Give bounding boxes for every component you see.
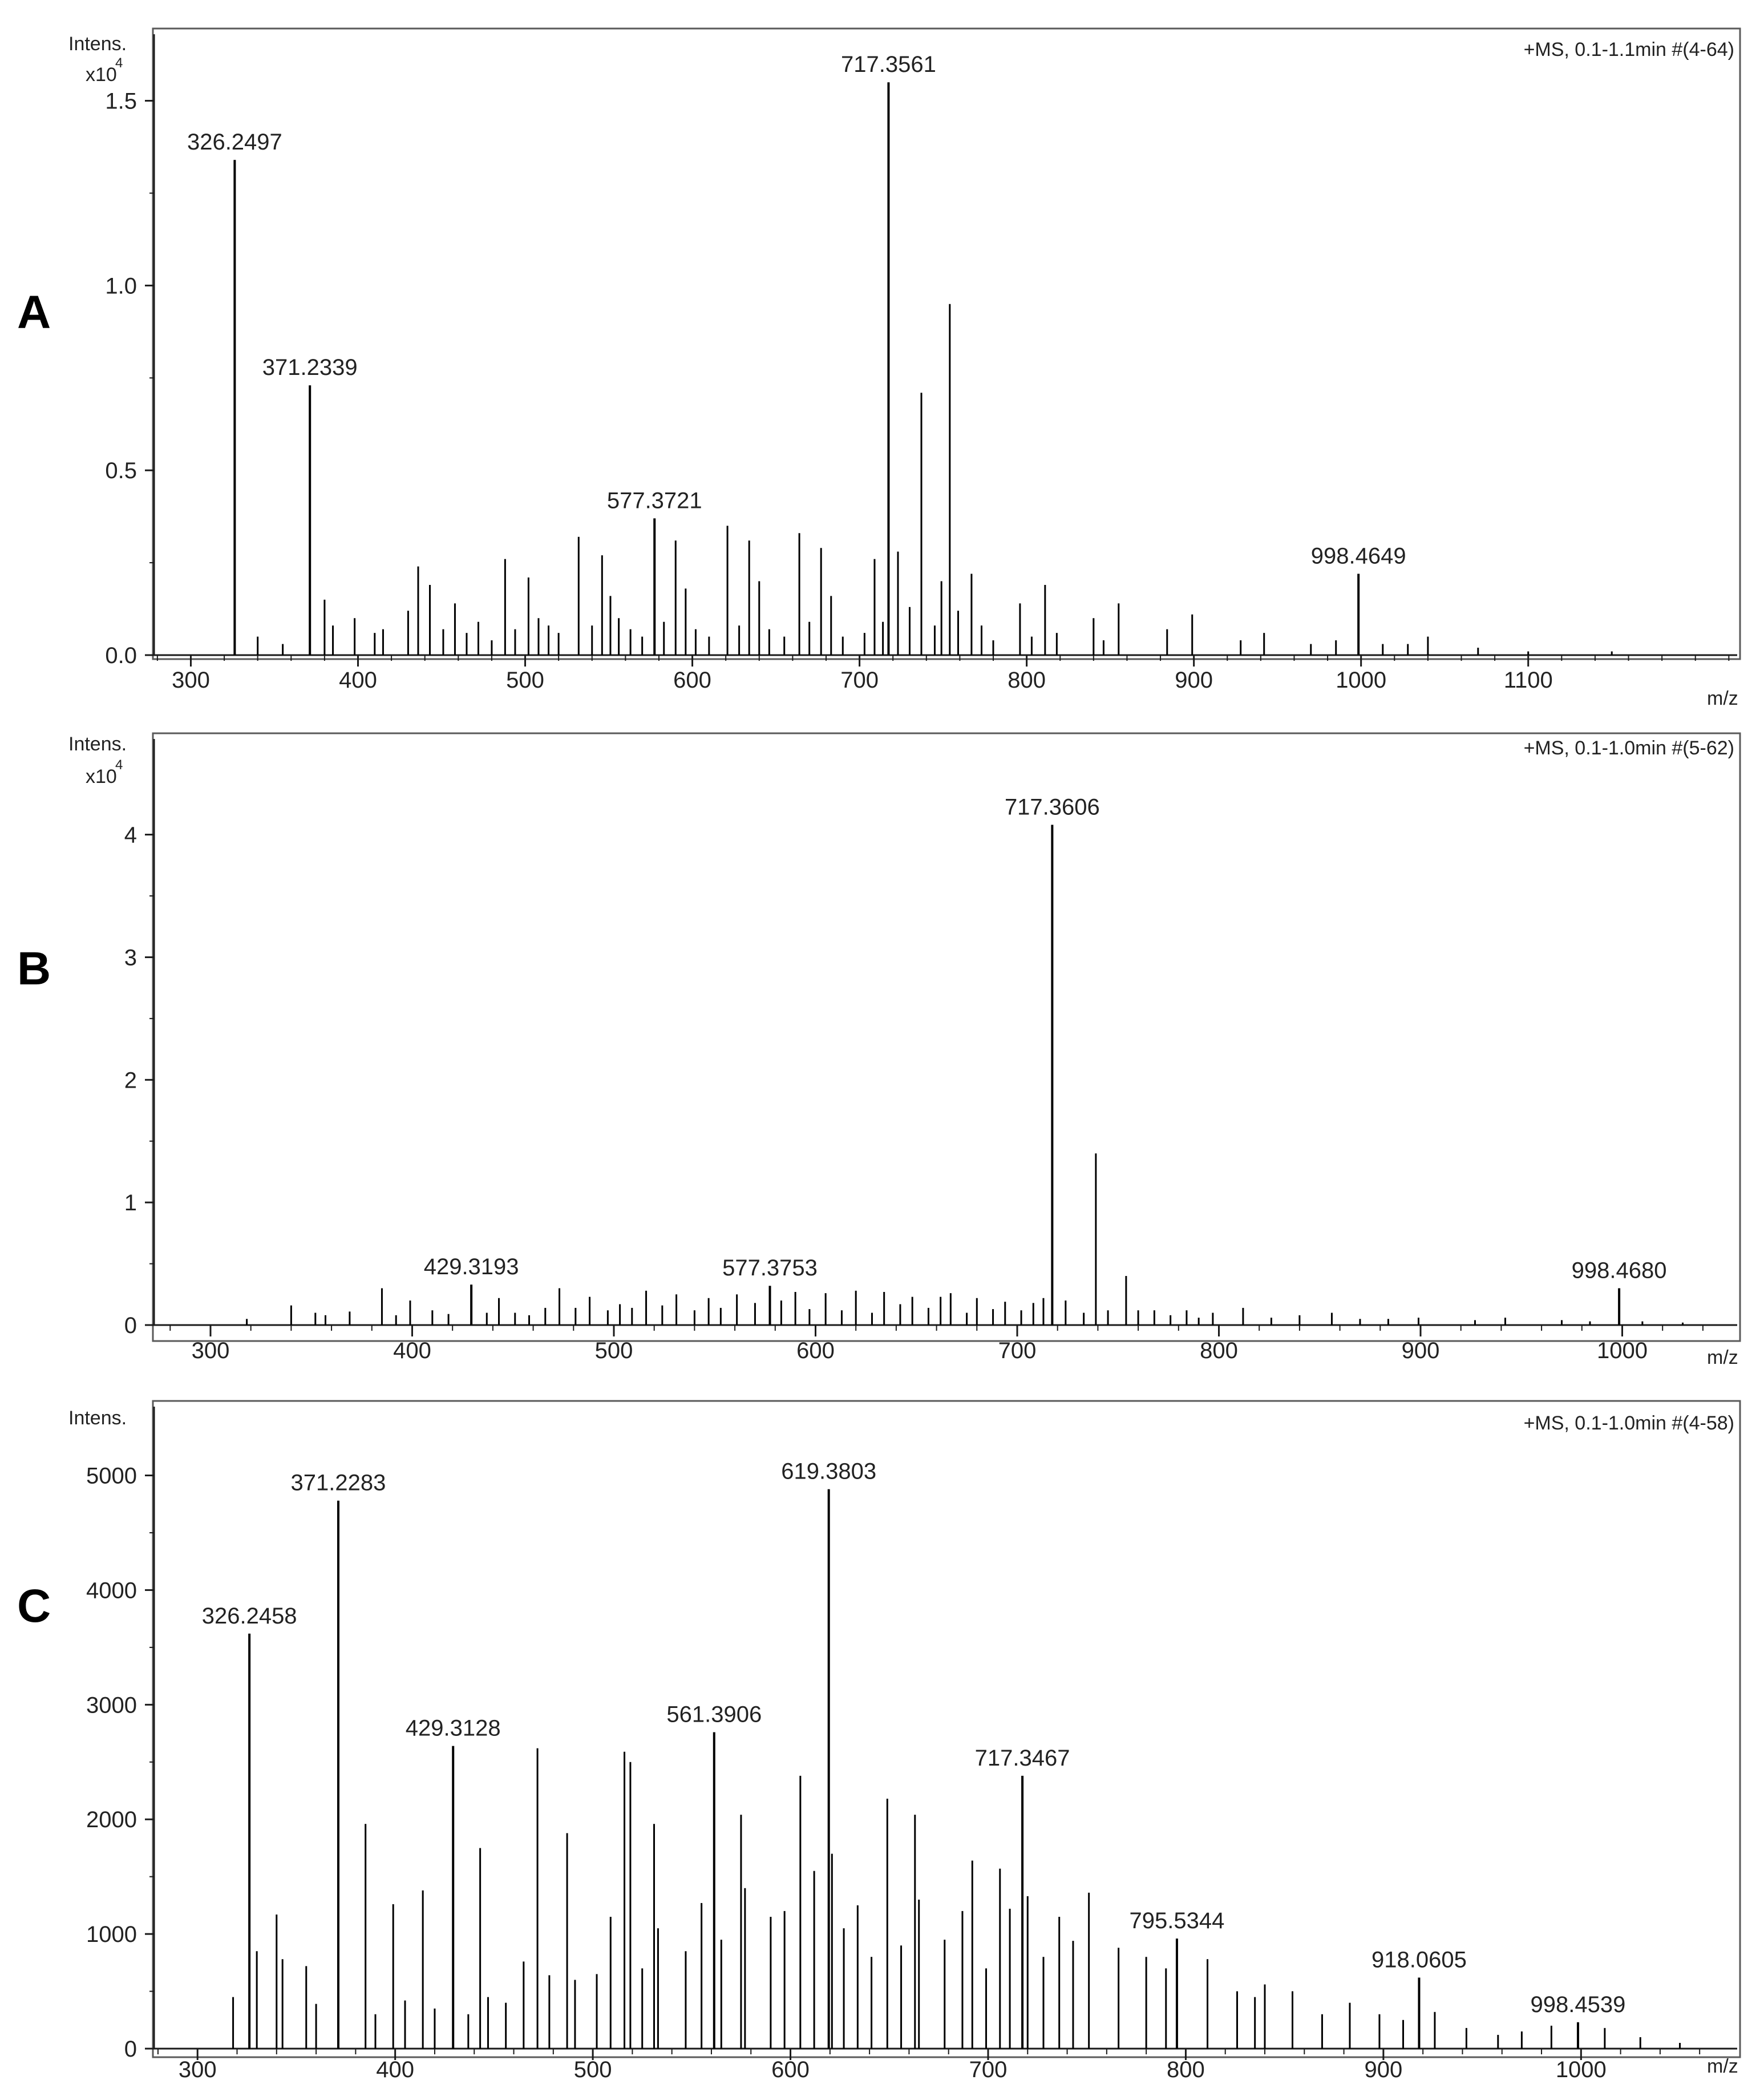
panel-b-x-tick-label: 900: [1402, 1338, 1440, 1363]
panel-a-y-exponent-base: x10: [86, 64, 117, 86]
panel-c-scan-info: +MS, 0.1-1.0min #(4-58): [1524, 1412, 1734, 1434]
panel-b-y-tick-label: 1: [124, 1190, 137, 1215]
panel-b-y-tick-label: 3: [124, 945, 137, 970]
panel-c-x-tick-label: 1000: [1556, 2057, 1607, 2082]
panel-b-peak-label: 717.3606: [1005, 794, 1100, 819]
panel-c-y-tick-label: 0: [124, 2037, 137, 2062]
panel-b-letter: B: [17, 943, 51, 995]
panel-a-x-tick-label: 500: [506, 668, 544, 693]
panel-b-x-tick-label: 400: [393, 1338, 431, 1363]
panel-a-peaks: [233, 82, 1613, 655]
panel-b-x-tick-label: 300: [192, 1338, 230, 1363]
panel-c-ylabel: Intens.: [68, 1407, 127, 1429]
panel-a-x-tick-label: 1100: [1504, 668, 1553, 693]
panel-c-x-tick-label: 400: [376, 2057, 414, 2082]
panel-c-y-tick-label: 1000: [86, 1922, 137, 1947]
panel-b-xlabel: m/z: [1707, 1347, 1738, 1368]
panel-c-peak-label: 371.2283: [291, 1471, 386, 1496]
panel-b-x-tick-label: 1000: [1597, 1338, 1648, 1363]
panel-b-y-tick-label: 2: [124, 1068, 137, 1093]
panel-b-peak-label: 998.4680: [1572, 1258, 1667, 1283]
panel-c-peak-label: 795.5344: [1130, 1908, 1225, 1933]
panel-c-peak-label: 918.0605: [1371, 1947, 1467, 1972]
panel-b-scan-info: +MS, 0.1-1.0min #(5-62): [1524, 737, 1734, 759]
panel-c-letter: C: [17, 1580, 51, 1632]
panel-c-x-tick-label: 500: [574, 2057, 612, 2082]
panel-b-x-tick-label: 700: [998, 1338, 1037, 1363]
panel-c-x-tick-label: 600: [771, 2057, 810, 2082]
panel-c-x-tick-label: 300: [179, 2057, 217, 2082]
panel-a-y-tick-label: 1.5: [105, 89, 137, 114]
panel-c-x-tick-label: 700: [969, 2057, 1008, 2082]
panel-a-peak-label: 326.2497: [187, 130, 282, 155]
panel-a-frame: [152, 27, 1741, 660]
panel-a-x-tick-label: 1000: [1336, 668, 1386, 693]
panel-b-axes: 300 400 500 600 700 800 900 1000 0 1 2 3 4: [124, 739, 1737, 1363]
panel-a-x-tick-label: 900: [1175, 668, 1213, 693]
panel-c-x-tick-label: 900: [1364, 2057, 1402, 2082]
panel-b-peak-labels: 429.3193 577.3753 717.3606 998.4680: [424, 794, 1667, 1283]
panel-c-y-tick-label: 5000: [86, 1464, 137, 1489]
panel-b-y-tick-label: 4: [124, 823, 137, 848]
panel-b-peak-label: 577.3753: [722, 1255, 818, 1281]
panel-c-peak-label: 998.4539: [1531, 1992, 1626, 2017]
panel-a-y-exponent-power: 4: [115, 55, 123, 71]
panel-b-x-tick-label: 800: [1200, 1338, 1238, 1363]
panel-c: C Intens. +MS, 0.1-1.0min #(4-58) m/z 30…: [17, 1400, 1741, 2082]
panel-c-peak-label: 717.3467: [975, 1746, 1070, 1771]
panel-a-peak-label: 998.4649: [1311, 544, 1406, 569]
panel-a-x-tick-label: 700: [840, 668, 879, 693]
panel-a-peak-labels: 326.2497 371.2339 577.3721 717.3561 998.4649: [187, 52, 1406, 568]
panel-c-xlabel: m/z: [1707, 2055, 1738, 2077]
panel-c-peak-label: 619.3803: [781, 1459, 876, 1484]
panel-a-xlabel: m/z: [1707, 688, 1738, 709]
panel-c-peak-label: 429.3128: [406, 1716, 501, 1741]
panel-b-y-exponent-power: 4: [115, 757, 123, 773]
panel-a-ylabel: Intens.: [68, 33, 127, 55]
panel-c-frame: [152, 1400, 1741, 2058]
panel-a-x-tick-label: 300: [172, 668, 210, 693]
panel-a-x-tick-label: 400: [339, 668, 377, 693]
panel-a-peak-label: 717.3561: [841, 52, 936, 77]
panel-a: A Intens. x10 4 +MS, 0.1-1.1min #(4-64) …: [17, 27, 1741, 709]
panel-b-frame: [152, 732, 1741, 1342]
panel-c-peaks: [232, 1489, 1681, 2049]
panel-c-peak-labels: 326.2458 371.2283 429.3128 561.3906 619.3803…: [202, 1459, 1626, 2017]
panel-c-y-tick-label: 2000: [86, 1807, 137, 1832]
panel-c-axes: 300 400 500 600 700 800 900 1000 0 1000 2000 3000 40…: [86, 1407, 1737, 2082]
panel-b-ylabel: Intens.: [68, 733, 127, 755]
panel-b-peaks: [246, 825, 1684, 1325]
panel-a-x-tick-label: 800: [1008, 668, 1046, 693]
panel-c-y-tick-label: 4000: [86, 1578, 137, 1603]
panel-a-x-tick-label: 600: [673, 668, 711, 693]
panel-c-y-tick-label: 3000: [86, 1693, 137, 1718]
panel-a-y-tick-label: 0.5: [105, 458, 137, 483]
panel-a-peak-label: 577.3721: [607, 488, 702, 513]
panel-a-scan-info: +MS, 0.1-1.1min #(4-64): [1524, 39, 1734, 60]
panel-b-peak-label: 429.3193: [424, 1254, 519, 1279]
panel-c-peak-label: 326.2458: [202, 1604, 297, 1629]
panel-c-peak-label: 561.3906: [666, 1702, 762, 1727]
panel-c-x-tick-label: 800: [1167, 2057, 1205, 2082]
panel-b-y-tick-label: 0: [124, 1313, 137, 1338]
panel-a-y-tick-label: 0.0: [105, 643, 137, 668]
panel-b-y-exponent-base: x10: [86, 766, 117, 787]
panel-b-x-tick-label: 600: [796, 1338, 835, 1363]
panel-a-letter: A: [17, 286, 51, 338]
panel-b-x-tick-label: 500: [595, 1338, 633, 1363]
panel-b: B Intens. x10 4 +MS, 0.1-1.0min #(5-62) …: [17, 732, 1741, 1368]
panel-a-y-tick-label: 1.0: [105, 273, 137, 298]
panel-a-peak-label: 371.2339: [262, 355, 358, 380]
